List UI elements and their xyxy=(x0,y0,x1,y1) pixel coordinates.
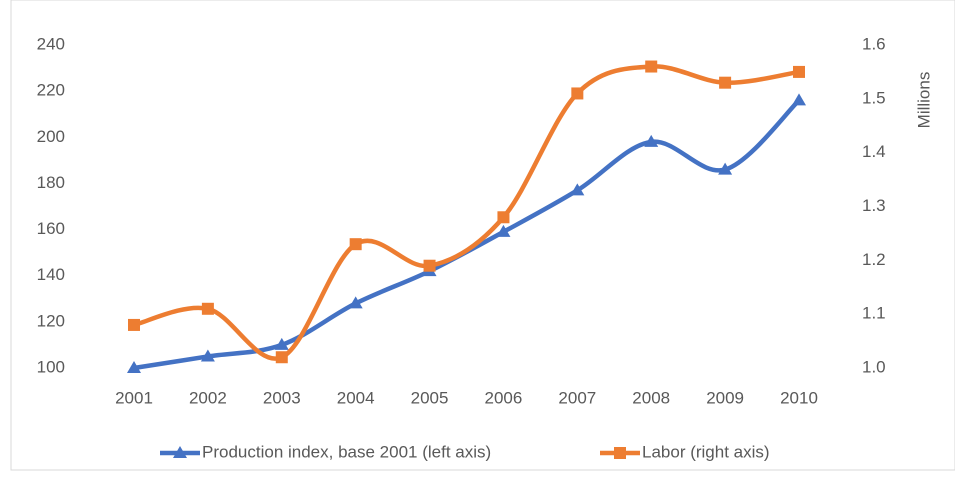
y-tick-label: 100 xyxy=(37,357,65,376)
legend-label: Production index, base 2001 (left axis) xyxy=(202,442,491,461)
legend-marker xyxy=(614,447,626,459)
data-point xyxy=(497,211,510,224)
y2-tick-label: 1.5 xyxy=(862,88,886,107)
data-point xyxy=(349,238,362,251)
x-tick-label: 2005 xyxy=(411,388,449,407)
data-point xyxy=(644,134,659,147)
legend-label: Labor (right axis) xyxy=(642,442,770,461)
x-tick-label: 2006 xyxy=(485,388,523,407)
data-point xyxy=(274,337,289,350)
data-point xyxy=(718,162,733,175)
series-line xyxy=(133,98,801,371)
y2-tick-label: 1.6 xyxy=(862,34,886,53)
x-tick-label: 2010 xyxy=(780,388,818,407)
data-point xyxy=(793,65,805,78)
series-line xyxy=(133,64,800,361)
y-tick-label: 220 xyxy=(37,81,65,100)
data-point xyxy=(570,183,585,196)
y2-tick-label: 1.0 xyxy=(862,357,886,376)
data-point xyxy=(127,361,141,373)
data-point xyxy=(571,87,584,100)
y2-axis-label: Millions xyxy=(914,72,933,129)
x-tick-label: 2001 xyxy=(115,388,153,407)
y-tick-label: 240 xyxy=(37,34,65,53)
x-tick-label: 2007 xyxy=(558,388,596,407)
x-tick-label: 2003 xyxy=(263,388,301,407)
x-tick-label: 2008 xyxy=(632,388,670,407)
y-tick-label: 160 xyxy=(37,219,65,238)
y2-tick-label: 1.2 xyxy=(862,250,886,269)
data-point xyxy=(496,224,511,237)
x-tick-label: 2004 xyxy=(337,388,375,407)
chart-frame xyxy=(10,0,955,471)
data-point xyxy=(423,259,436,272)
y-tick-label: 140 xyxy=(37,265,65,284)
data-point xyxy=(348,296,363,309)
data-point xyxy=(128,318,140,331)
data-point xyxy=(792,93,806,106)
x-tick-label: 2009 xyxy=(706,388,744,407)
data-point xyxy=(719,76,732,89)
y2-tick-label: 1.1 xyxy=(862,304,886,323)
y2-tick-label: 1.4 xyxy=(862,142,886,161)
legend-marker xyxy=(173,446,187,458)
y-tick-label: 120 xyxy=(37,311,65,330)
y-tick-label: 180 xyxy=(37,173,65,192)
data-point xyxy=(275,351,288,364)
x-tick-label: 2002 xyxy=(189,388,227,407)
data-point xyxy=(200,349,215,362)
data-point xyxy=(645,60,658,73)
y-tick-label: 200 xyxy=(37,127,65,146)
y2-tick-label: 1.3 xyxy=(862,196,886,215)
data-point xyxy=(201,302,214,315)
